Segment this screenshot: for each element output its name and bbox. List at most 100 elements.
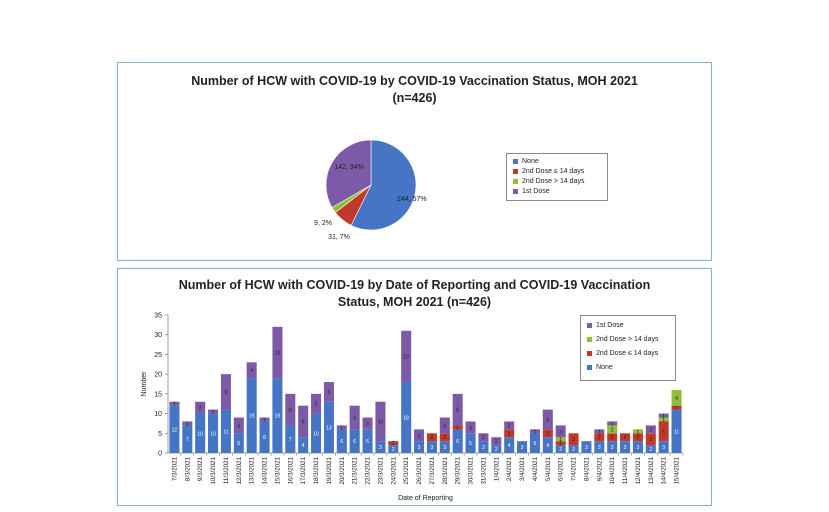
bar-data-label: 1 — [173, 402, 176, 408]
bar-segment — [478, 433, 489, 442]
bar-segment — [671, 405, 682, 410]
pie-data-label: 244, 57% — [397, 196, 427, 203]
bar-segment — [388, 445, 399, 453]
bar-data-label: 6 — [353, 439, 356, 445]
bar-data-label: 11 — [674, 429, 679, 435]
bar-segment — [581, 441, 592, 453]
pie-data-label: 142, 34% — [334, 164, 364, 171]
bar-segment — [298, 405, 309, 438]
bar-segment — [401, 382, 412, 453]
x-tick-label: 26/3/2021 — [416, 456, 423, 484]
bar-segment — [375, 401, 386, 442]
bar-segment — [246, 362, 257, 379]
x-tick-label: 21/3/2021 — [352, 456, 359, 484]
x-axis-label: Date of Reporting — [398, 495, 453, 502]
bar-data-label: 1 — [456, 425, 459, 431]
legend-item: 2nd Dose > 14 days — [513, 178, 584, 185]
bar-data-label: 2 — [598, 435, 601, 441]
bar-data-label: 5 — [546, 417, 549, 423]
x-tick-label: 1/4/2021 — [493, 456, 500, 481]
bar-data-label: 5 — [662, 429, 665, 435]
bar-data-label: 10 — [313, 431, 319, 437]
bar-data-label: 6 — [456, 439, 459, 445]
bar-segment — [555, 441, 566, 446]
pie-slice-4 — [325, 139, 372, 208]
bar-segment — [478, 441, 489, 453]
x-tick-label: 13/3/2021 — [249, 456, 256, 484]
bar-data-label: 3 — [637, 445, 640, 451]
bar-segment — [246, 378, 257, 453]
x-tick-label: 31/3/2021 — [480, 456, 487, 484]
bar-legend: 1st Dose 2nd Dose > 14 days 2nd Dose ≤ 14 … — [580, 315, 676, 381]
bar-segment — [182, 425, 193, 453]
bar-segment — [439, 433, 450, 442]
pie-data-label: 9, 2% — [314, 220, 332, 227]
bar-data-label: 2 — [392, 447, 395, 453]
bar-data-label: 3 — [611, 445, 614, 451]
bar-data-label: 13 — [275, 350, 281, 356]
legend-label: 2nd Dose > 14 days — [522, 178, 585, 185]
bar-segment — [401, 330, 412, 383]
bar-data-label: 2 — [495, 447, 498, 453]
bar-data-label: 3 — [521, 445, 524, 451]
bar-segment — [517, 441, 528, 453]
x-tick-label: 22/3/2021 — [365, 456, 372, 484]
legend-label: 2nd Dose > 14 days — [596, 336, 659, 343]
bar-data-label: 4 — [546, 443, 549, 449]
bar-data-label: 2 — [624, 435, 627, 441]
x-tick-label: 28/3/2021 — [442, 456, 449, 484]
bar-data-label: 3 — [379, 445, 382, 451]
bar-data-label: 1 — [598, 429, 601, 435]
y-tick-label: 35 — [154, 313, 162, 320]
bar-data-label: 13 — [403, 354, 409, 360]
bar-segment — [542, 429, 553, 438]
bar-segment — [620, 441, 631, 453]
y-axis-label: Number — [141, 371, 148, 397]
bar-segment — [195, 401, 206, 414]
bar-segment — [555, 437, 566, 442]
pie-chart-title: Number of HCW with COVID-19 by COVID-19 … — [191, 74, 638, 105]
bar-data-label: 3 — [469, 425, 472, 431]
legend-swatch — [513, 179, 518, 184]
bar-segment — [259, 421, 270, 453]
bar-data-label: 2 — [431, 435, 434, 441]
bar-data-label: 5 — [315, 402, 318, 408]
bar-segment — [375, 441, 386, 453]
bar-data-label: 1 — [662, 414, 665, 420]
bar-segment — [349, 405, 360, 430]
x-tick-label: 11/4/2021 — [622, 456, 629, 484]
bar-data-label: 3 — [585, 445, 588, 451]
bar-segment — [632, 429, 643, 434]
x-tick-label: 8/4/2021 — [583, 456, 590, 481]
x-tick-label: 14/4/2021 — [661, 456, 668, 484]
bar-chart-title: Number of HCW with COVID-19 by Date of R… — [178, 278, 651, 309]
bar-segment — [169, 405, 180, 453]
bar-segment — [620, 433, 631, 442]
bar-data-label: 7 — [186, 437, 189, 443]
bar-data-label: 1 — [534, 429, 537, 435]
bar-segment — [671, 389, 682, 406]
bar-segment — [311, 393, 322, 414]
x-tick-label: 12/3/2021 — [236, 456, 243, 484]
bar-data-label: 10 — [210, 431, 216, 437]
x-tick-label: 17/3/2021 — [300, 456, 307, 484]
bar-data-label: 4 — [237, 423, 240, 429]
bar-data-label: 1 — [186, 421, 189, 427]
legend-swatch — [587, 337, 592, 342]
bar-segment — [195, 413, 206, 453]
bar-data-label: 7 — [289, 437, 292, 443]
legend-item: None — [513, 158, 539, 165]
bar-segment — [658, 441, 669, 453]
y-tick-label: 10 — [154, 411, 162, 418]
bar-data-label: 6 — [340, 439, 343, 445]
bar-data-label: 3 — [662, 445, 665, 451]
bar-data-label: 2 — [611, 435, 614, 441]
bar-segment — [220, 409, 231, 453]
bar-data-label: 3 — [431, 445, 434, 451]
bar-segment — [169, 401, 180, 406]
legend-item: 2nd Dose ≤ 14 days — [513, 168, 584, 175]
bar-data-label: 3 — [443, 445, 446, 451]
bar-chart-panel: Number of HCW with COVID-19 by Date of R… — [117, 268, 712, 506]
x-tick-label: 23/3/2021 — [377, 456, 384, 484]
